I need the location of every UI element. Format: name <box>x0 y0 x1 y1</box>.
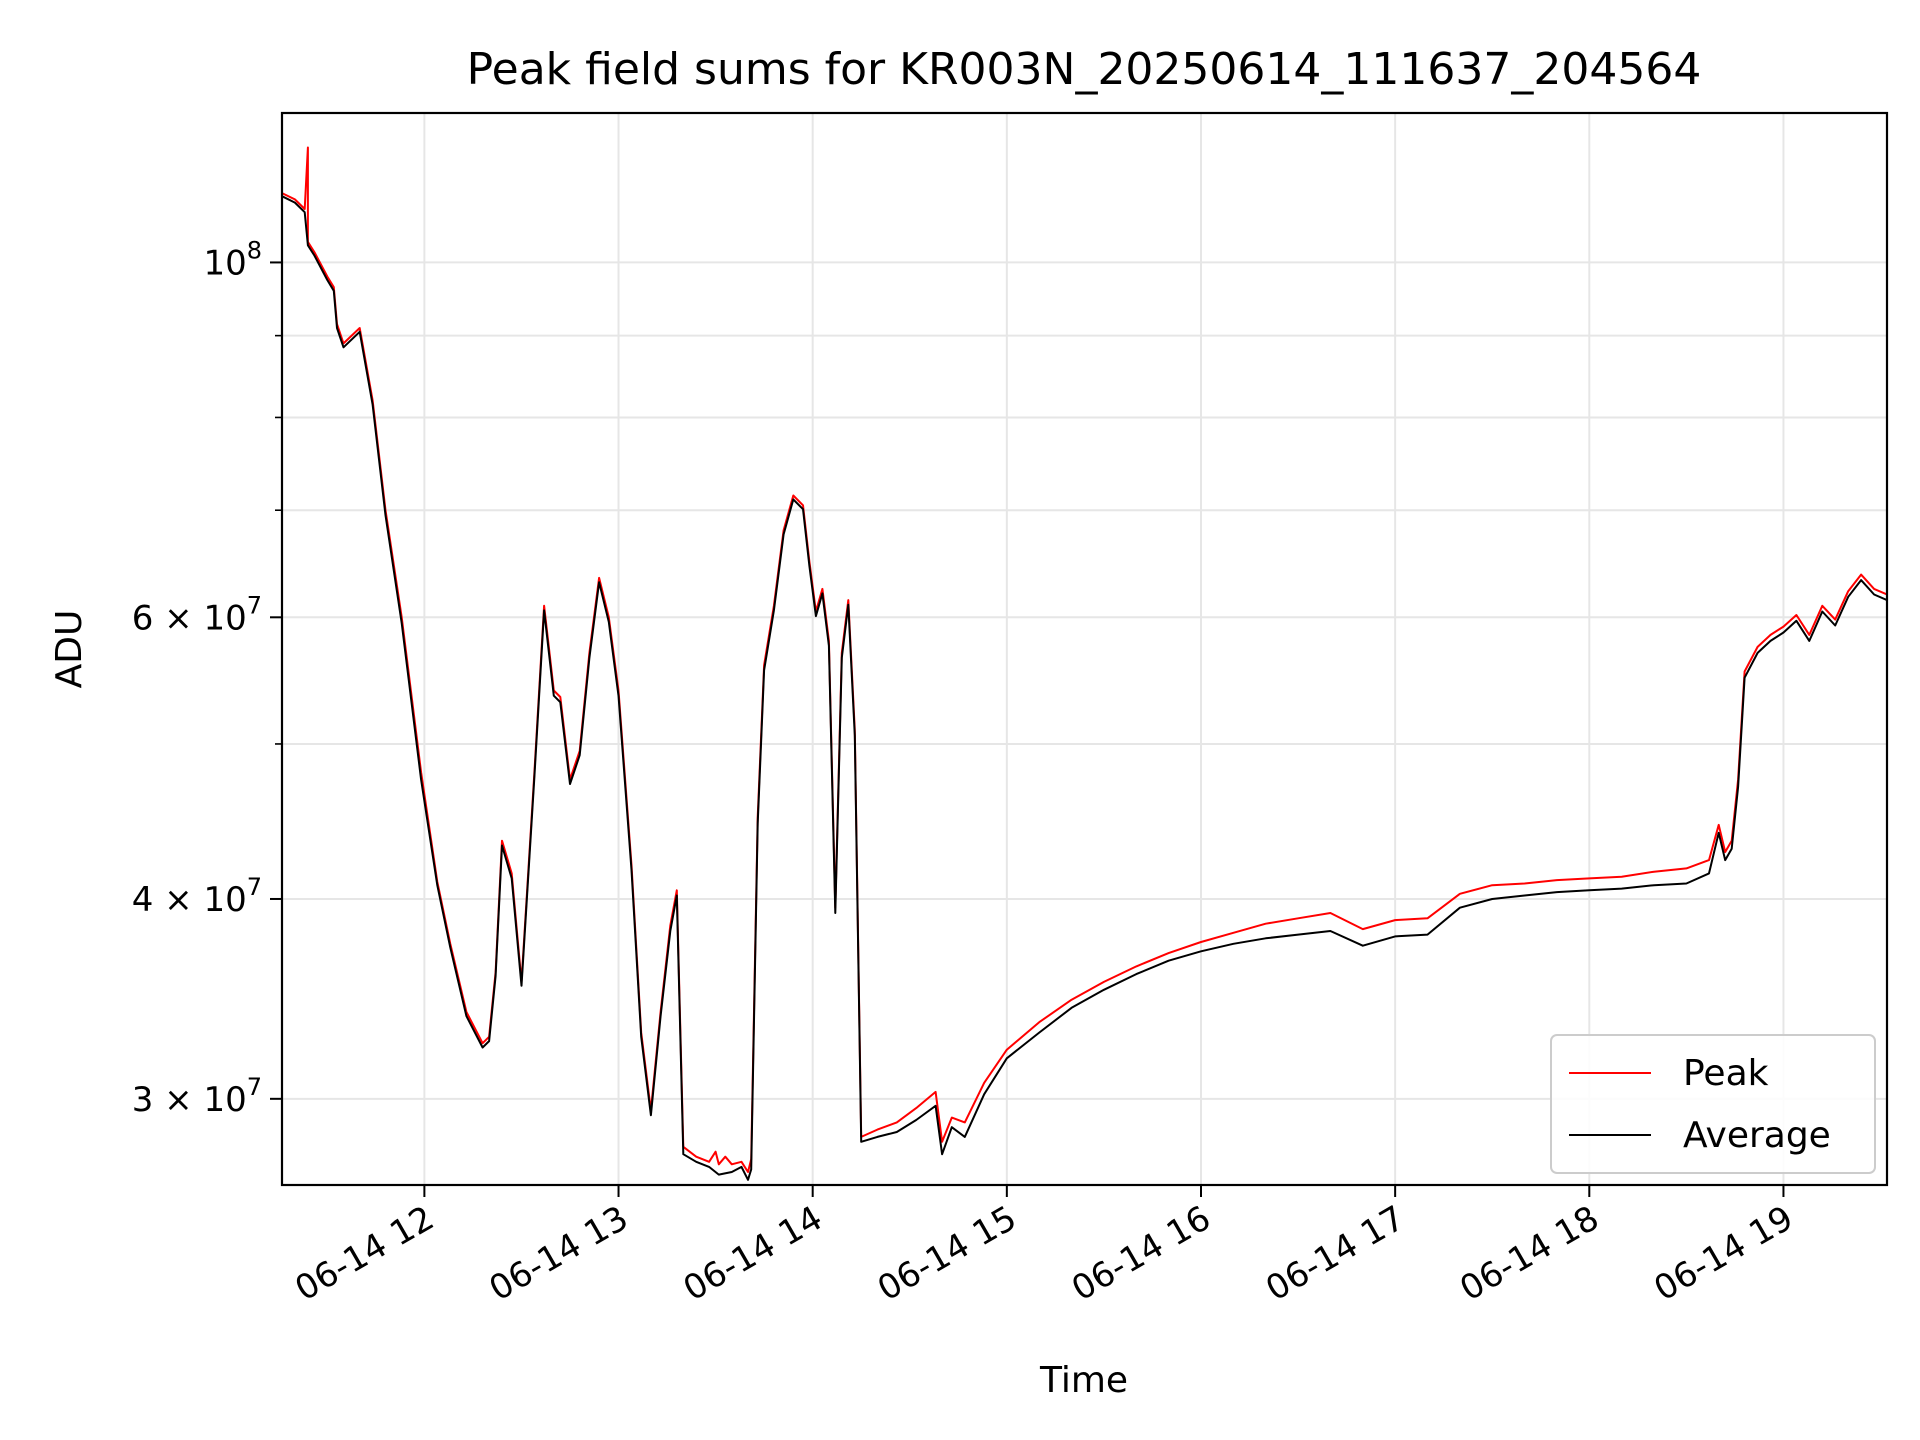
y-tick-label: 6 × 107 <box>132 591 262 638</box>
y-tick-base: 3 × 10 <box>132 1080 247 1120</box>
legend: Peak Average <box>1550 1034 1876 1174</box>
y-tick-exponent: 7 <box>247 1073 262 1101</box>
y-tick-exponent: 8 <box>247 236 262 264</box>
plot-frame <box>280 111 1889 1187</box>
x-axis-label: Time <box>1039 1360 1128 1401</box>
grid-lines <box>282 113 1887 1185</box>
y-tick-label: 108 <box>203 236 262 283</box>
legend-box <box>1550 1034 1876 1174</box>
y-tick-exponent: 7 <box>247 873 262 901</box>
legend-label-peak: Peak <box>1683 1053 1769 1094</box>
series-layer <box>282 146 1887 1181</box>
y-tick-exponent: 7 <box>247 591 262 619</box>
y-tick-base: 4 × 10 <box>132 880 247 920</box>
legend-label-average: Average <box>1683 1115 1831 1156</box>
chart-title: Peak field sums for KR003N_20250614_1116… <box>467 44 1702 95</box>
y-tick-label: 3 × 107 <box>132 1073 262 1120</box>
y-tick-label: 4 × 107 <box>132 873 262 920</box>
y-axis-label: ADU <box>49 610 90 689</box>
series-line-average <box>282 195 1887 1181</box>
y-tick-base: 6 × 10 <box>132 598 247 638</box>
y-tick-base: 10 <box>203 243 246 283</box>
